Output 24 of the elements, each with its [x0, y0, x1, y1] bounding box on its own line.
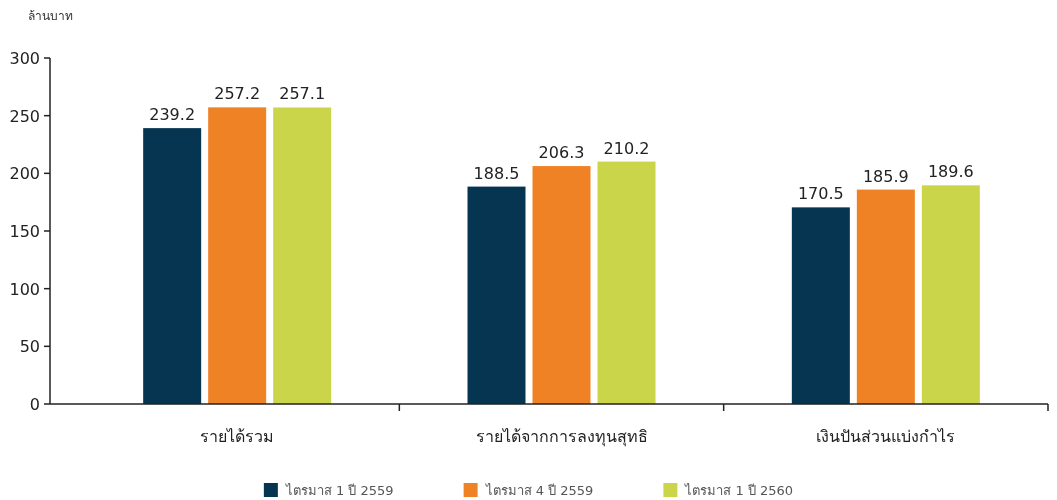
legend-label: ไตรมาส 4 ปี 2559	[484, 483, 594, 498]
data-label: 206.3	[538, 143, 585, 163]
x-tick-label: เงินปันส่วนแบ่งกำไร	[816, 427, 956, 446]
y-tick-label: 200	[9, 164, 40, 184]
y-tick-label: 100	[9, 279, 40, 299]
plot: 239.2 188.5 170.5 257.2 206.3 185.9 257.1 210.2 189.6	[143, 84, 980, 404]
y-tick-label: 50	[19, 337, 40, 357]
data-label: 257.1	[279, 84, 326, 104]
y-axis-title: ล้านบาท	[28, 9, 73, 23]
data-label: 257.2	[214, 84, 261, 104]
legend-label: ไตรมาส 1 ปี 2560	[684, 483, 794, 498]
data-label: 188.5	[473, 163, 520, 183]
y-tick-label: 300	[9, 49, 40, 68]
data-label: 210.2	[603, 138, 650, 158]
data-label: 239.2	[149, 105, 196, 125]
data-label: 185.9	[862, 166, 909, 186]
y-tick-label: 250	[9, 106, 40, 126]
y-tick-label: 150	[9, 222, 40, 241]
data-label: 170.5	[797, 184, 844, 204]
x-tick-label: รายได้จากการลงทุนสุทธิ	[475, 427, 648, 447]
legend-label: ไตรมาส 1 ปี 2559	[284, 483, 394, 498]
data-label: 189.6	[927, 162, 974, 182]
y-tick-label: 0	[29, 395, 40, 414]
x-tick-label: รายได้รวม	[200, 427, 275, 446]
